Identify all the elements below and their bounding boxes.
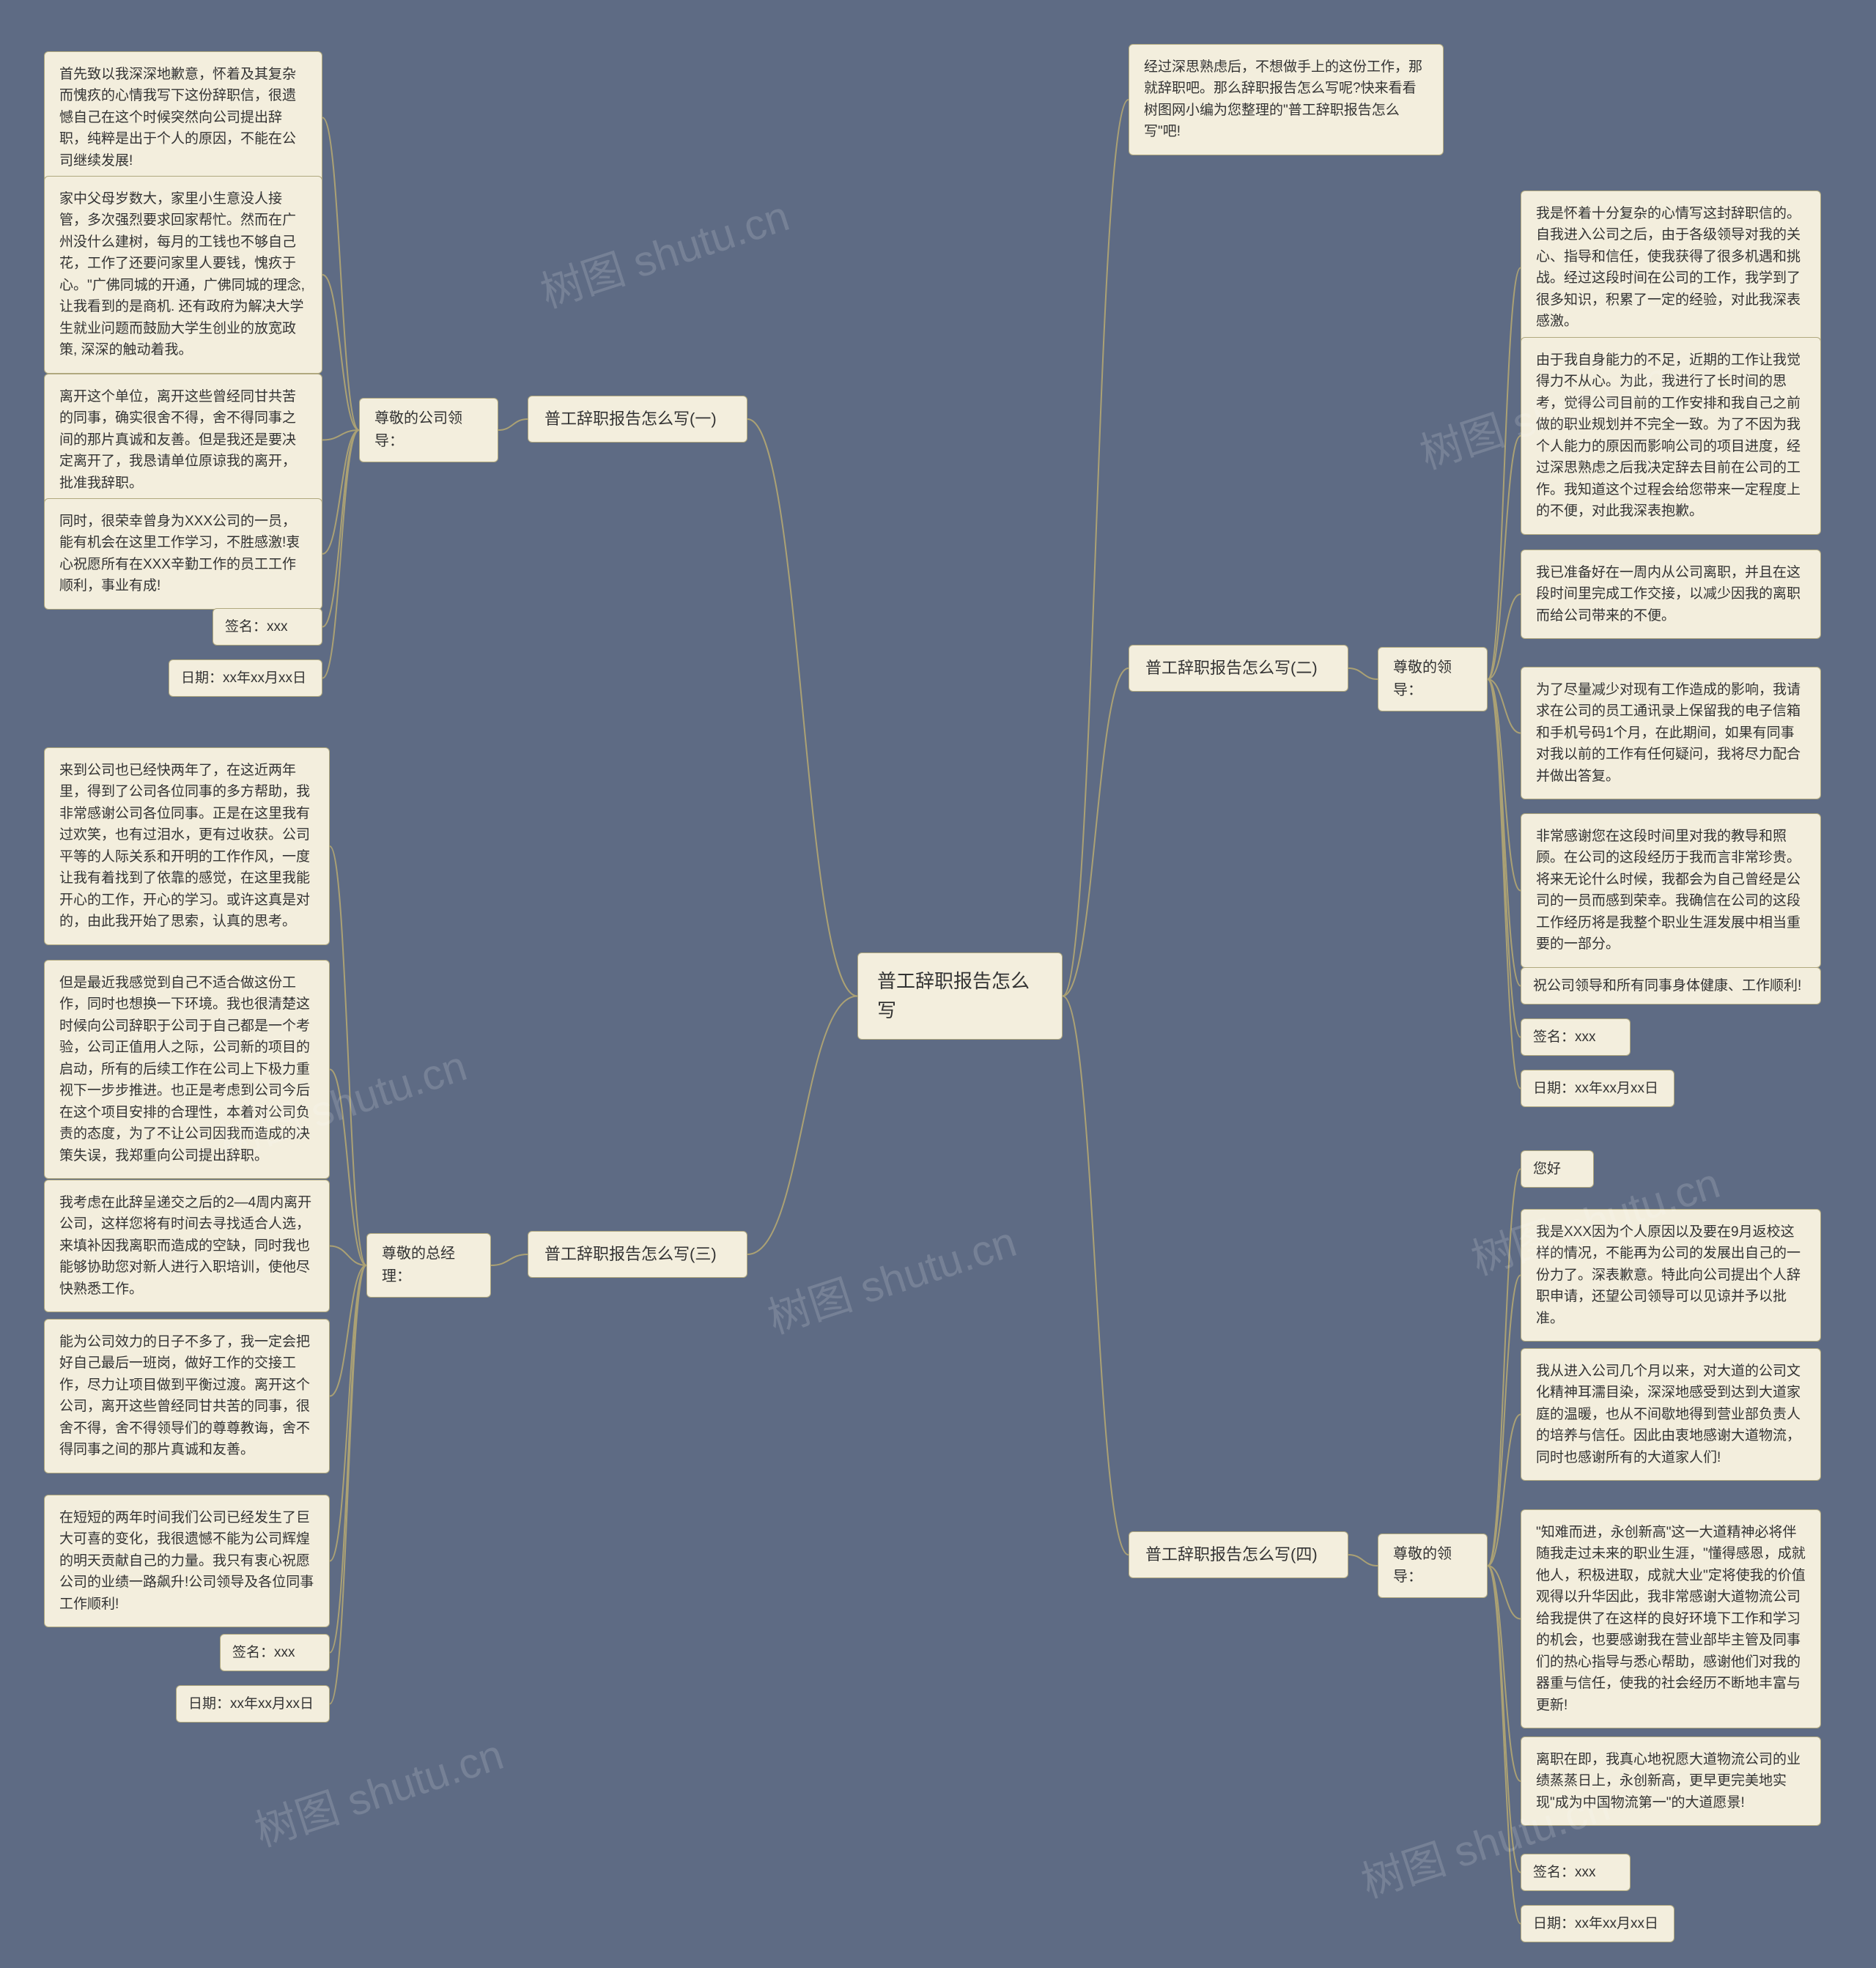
section-label-s3: 尊敬的总经理：: [366, 1233, 491, 1298]
leaf-s2-5: 祝公司领导和所有同事身体健康、工作顺利!: [1521, 967, 1821, 1005]
intro-node: 经过深思熟虑后，不想做手上的这份工作，那就辞职吧。那么辞职报告怎么写呢?快来看看…: [1129, 44, 1444, 155]
leaf-s1-4: 签名：xxx: [213, 608, 322, 645]
leaf-s2-7: 日期：xx年xx月xx日: [1521, 1070, 1674, 1107]
leaf-s4-6: 日期：xx年xx月xx日: [1521, 1905, 1674, 1942]
leaf-s1-0: 首先致以我深深地歉意，怀着及其复杂而愧疚的心情我写下这份辞职信，很遗憾自己在这个…: [44, 51, 322, 184]
leaf-s3-4: 在短短的两年时间我们公司已经发生了巨大可喜的变化，我很遗憾不能为公司辉煌的明天贡…: [44, 1495, 330, 1627]
leaf-s3-1: 但是最近我感觉到自己不适合做这份工作，同时也想换一下环境。我也很清楚这时候向公司…: [44, 960, 330, 1179]
leaf-s3-5: 签名：xxx: [220, 1634, 330, 1671]
leaf-s1-3: 同时，很荣幸曾身为XXX公司的一员，能有机会在这里工作学习，不胜感激!衷心祝愿所…: [44, 498, 322, 610]
leaf-s2-3: 为了尽量减少对现有工作造成的影响，我请求在公司的员工通讯录上保留我的电子信箱和手…: [1521, 667, 1821, 799]
leaf-s4-2: 我从进入公司几个月以来，对大道的公司文化精神耳濡目染，深深地感受到达到大道家庭的…: [1521, 1348, 1821, 1481]
leaf-s4-4: 离职在即，我真心地祝愿大道物流公司的业绩蒸蒸日上，永创新高，更早更完美地实现"成…: [1521, 1736, 1821, 1826]
section-title-s2: 普工辞职报告怎么写(二): [1129, 645, 1348, 692]
section-title-s4: 普工辞职报告怎么写(四): [1129, 1531, 1348, 1578]
leaf-s4-0: 您好: [1521, 1150, 1594, 1188]
leaf-s2-2: 我已准备好在一周内从公司离职，并且在这段时间里完成工作交接，以减少因我的离职而给…: [1521, 550, 1821, 639]
leaf-s1-2: 离开这个单位，离开这些曾经同甘共苦的同事，确实很舍不得，舍不得同事之间的那片真诚…: [44, 374, 322, 506]
leaf-s1-5: 日期：xx年xx月xx日: [169, 659, 322, 697]
center-node: 普工辞职报告怎么写: [857, 952, 1063, 1040]
leaf-s2-0: 我是怀着十分复杂的心情写这封辞职信的。自我进入公司之后，由于各级领导对我的关心、…: [1521, 190, 1821, 345]
section-title-s3: 普工辞职报告怎么写(三): [528, 1231, 747, 1278]
leaf-s2-1: 由于我自身能力的不足，近期的工作让我觉得力不从心。为此，我进行了长时间的思考，觉…: [1521, 337, 1821, 535]
leaf-s1-1: 家中父母岁数大，家里小生意没人接管，多次强烈要求回家帮忙。然而在广州没什么建树，…: [44, 176, 322, 374]
leaf-s3-6: 日期：xx年xx月xx日: [176, 1685, 330, 1723]
leaf-s3-0: 来到公司也已经快两年了，在这近两年里，得到了公司各位同事的多方帮助，我非常感谢公…: [44, 747, 330, 945]
leaf-s3-2: 我考虑在此辞呈递交之后的2—4周内离开公司，这样您将有时间去寻找适合人选，来填补…: [44, 1180, 330, 1312]
leaf-s2-6: 签名：xxx: [1521, 1018, 1631, 1056]
leaf-s4-1: 我是XXX因为个人原因以及要在9月返校这样的情况，不能再为公司的发展出自己的一份…: [1521, 1209, 1821, 1342]
leaf-s2-4: 非常感谢您在这段时间里对我的教导和照顾。在公司的这段经历于我而言非常珍贵。将来无…: [1521, 813, 1821, 968]
leaf-s4-5: 签名：xxx: [1521, 1854, 1631, 1891]
section-label-s4: 尊敬的领导：: [1378, 1534, 1488, 1598]
section-title-s1: 普工辞职报告怎么写(一): [528, 396, 747, 443]
leaf-s4-3: "知难而进，永创新高"这一大道精神必将伴随我走过未来的职业生涯，"懂得感恩，成就…: [1521, 1509, 1821, 1728]
section-label-s1: 尊敬的公司领导：: [359, 398, 498, 462]
section-label-s2: 尊敬的领导：: [1378, 647, 1488, 711]
leaf-s3-3: 能为公司效力的日子不多了，我一定会把好自己最后一班岗，做好工作的交接工作，尽力让…: [44, 1319, 330, 1473]
